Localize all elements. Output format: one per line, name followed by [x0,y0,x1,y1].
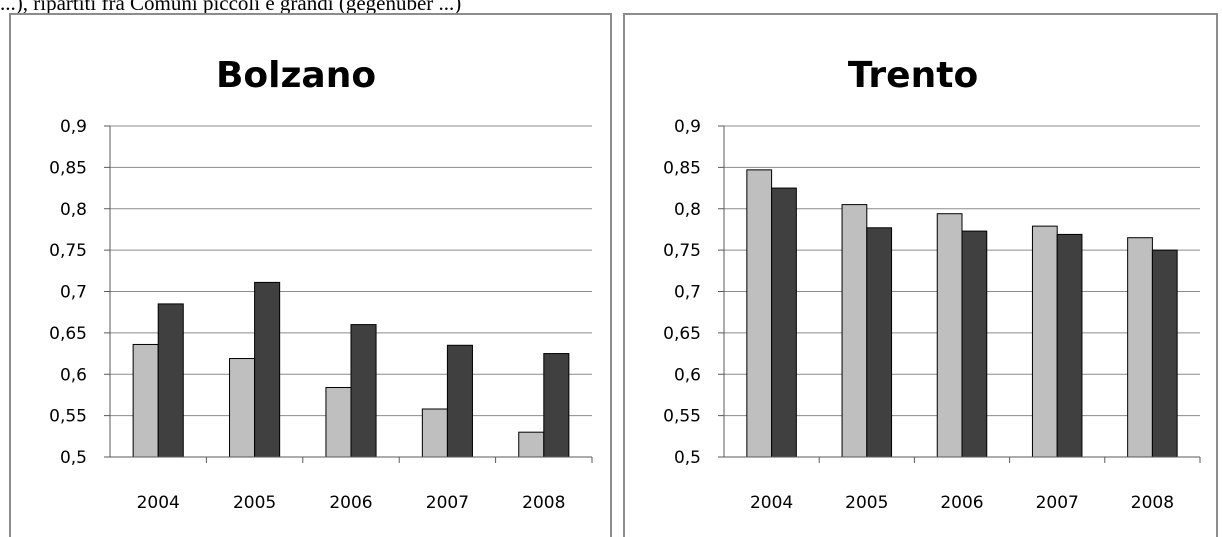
bar-2004-series-2 [771,187,797,458]
y-tick-label: 0,85 [663,158,701,178]
bar-2005-series-2 [254,281,281,458]
x-tick-label: 2006 [329,493,372,513]
bar-2007-series-1 [1031,225,1058,458]
bar-2006-series-2 [961,230,988,458]
x-tick-label: 2004 [137,493,180,513]
y-tick-label: 0,5 [674,448,701,468]
y-tick-label: 0,55 [49,407,87,427]
y-tick-label: 0,5 [60,448,87,468]
x-tick-label: 2005 [845,493,888,513]
chart-title: Trento [848,55,978,96]
bar-2006-series-2 [350,324,377,458]
bar-2004-series-1 [746,169,773,458]
y-tick-label: 0,8 [60,200,87,220]
chart-bolzano: Bolzano 0,5 0,55 0,6 0,65 0,7 0,75 0,8 0,85 0,9 20… [49,55,593,513]
y-tick-label: 0,6 [674,365,701,385]
y-tick-label: 0,85 [49,158,87,178]
bar-2006-series-1 [936,213,963,458]
y-tick-label: 0,9 [60,117,87,137]
x-tick-label: 2007 [426,493,469,513]
bar-2006-series-1 [325,386,352,458]
x-tick-label: 2008 [1131,493,1174,513]
bar-2008-series-1 [1127,237,1153,458]
bar-2008-series-2 [1151,249,1178,458]
y-tick-label: 0,9 [674,117,701,137]
bar-2004-series-2 [157,303,184,458]
bar-2008-series-1 [518,431,545,458]
chart-trento: Trento 0,5 0,55 0,6 0,65 0,7 0,75 0,8 0,85 0,9 200… [663,55,1201,513]
y-tick-label: 0,75 [49,241,87,261]
chart-panel-trento: Trento 0,5 0,55 0,6 0,65 0,7 0,75 0,8 0,85 0,9 200… [623,13,1218,537]
bar-2004-series-1 [132,343,159,458]
y-tick-label: 0,65 [663,324,701,344]
y-tick-label: 0,7 [60,283,87,303]
x-tick-label: 2006 [940,493,983,513]
bar-2005-series-1 [841,204,868,458]
x-tick-label: 2005 [233,493,276,513]
chart-panel-bolzano: Bolzano 0,5 0,55 0,6 0,65 0,7 0,75 0,8 0,85 0,9 20… [9,13,612,537]
chart-title: Bolzano [216,55,376,96]
bar-2007-series-1 [421,408,448,458]
x-tick-label: 2007 [1036,493,1079,513]
x-tick-label: 2004 [750,493,793,513]
bar-2007-series-2 [446,344,473,458]
y-tick-label: 0,55 [663,407,701,427]
caption-text: ...), ripartiti fra Comuni piccoli e gra… [0,0,462,13]
bar-2005-series-1 [229,358,256,458]
y-tick-label: 0,8 [674,200,701,220]
bar-2005-series-2 [866,227,893,458]
y-tick-label: 0,6 [60,365,87,385]
bar-2007-series-2 [1056,233,1083,458]
y-tick-label: 0,7 [674,283,701,303]
y-tick-label: 0,65 [49,324,87,344]
bar-2008-series-2 [543,353,570,458]
y-tick-label: 0,75 [663,241,701,261]
x-tick-label: 2008 [522,493,565,513]
